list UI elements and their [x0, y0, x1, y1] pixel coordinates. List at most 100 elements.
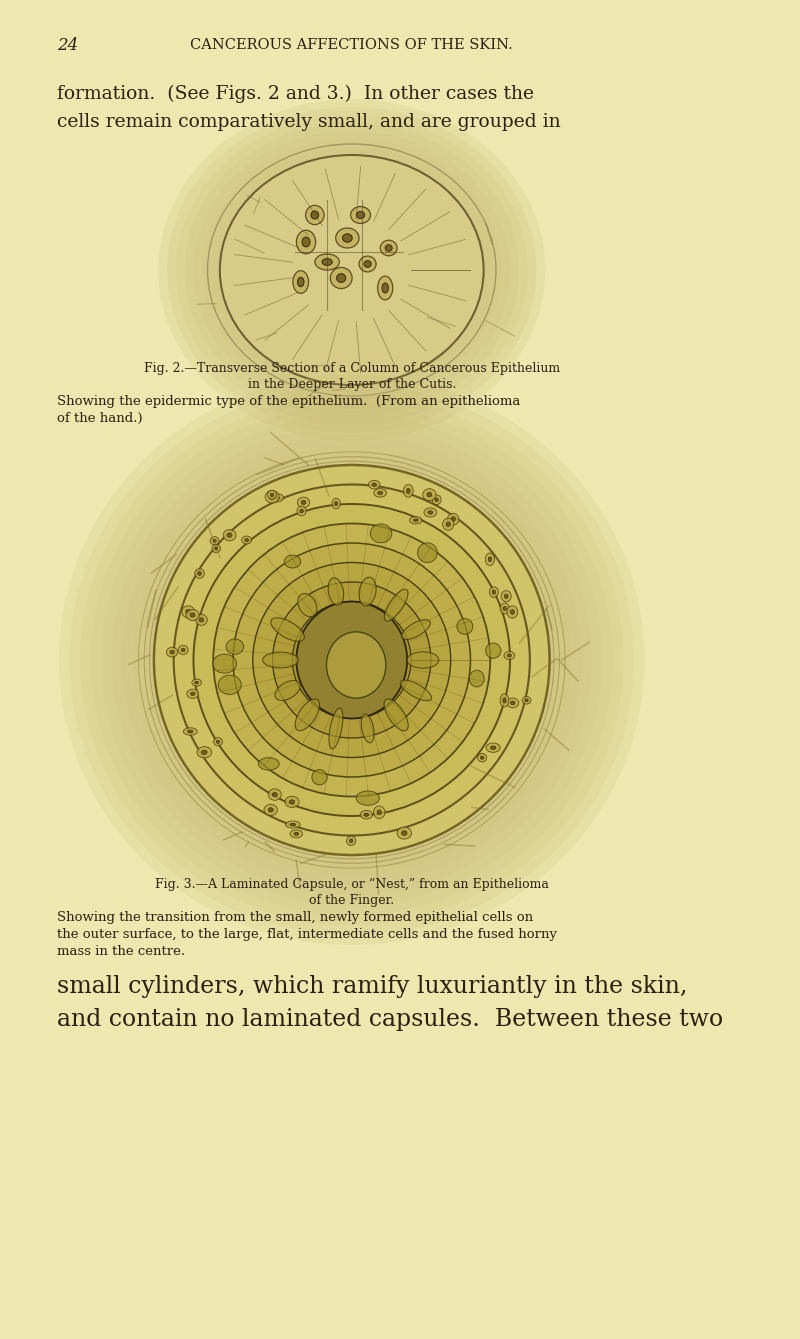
Ellipse shape	[478, 754, 486, 762]
Ellipse shape	[253, 562, 450, 758]
Ellipse shape	[428, 510, 433, 514]
Ellipse shape	[286, 821, 300, 828]
Ellipse shape	[336, 228, 359, 248]
Ellipse shape	[290, 830, 302, 838]
Ellipse shape	[306, 205, 324, 225]
Ellipse shape	[133, 445, 570, 874]
Ellipse shape	[490, 586, 498, 597]
Ellipse shape	[183, 728, 198, 735]
Ellipse shape	[370, 524, 392, 542]
Ellipse shape	[170, 651, 174, 653]
Ellipse shape	[385, 245, 392, 252]
Ellipse shape	[359, 577, 376, 607]
Ellipse shape	[442, 518, 454, 530]
Ellipse shape	[407, 652, 439, 668]
Ellipse shape	[424, 507, 437, 517]
Ellipse shape	[273, 582, 431, 738]
Ellipse shape	[59, 375, 645, 945]
Ellipse shape	[312, 770, 327, 785]
Ellipse shape	[268, 789, 282, 801]
Ellipse shape	[507, 653, 511, 657]
Ellipse shape	[174, 485, 530, 836]
Ellipse shape	[410, 517, 422, 524]
Ellipse shape	[90, 404, 613, 915]
Ellipse shape	[298, 277, 304, 287]
Ellipse shape	[397, 828, 411, 840]
Ellipse shape	[194, 503, 510, 815]
Ellipse shape	[186, 609, 190, 615]
Ellipse shape	[507, 605, 518, 619]
Ellipse shape	[406, 489, 410, 493]
Ellipse shape	[202, 139, 502, 400]
Ellipse shape	[427, 493, 432, 497]
Ellipse shape	[500, 694, 509, 707]
Ellipse shape	[342, 234, 352, 242]
Ellipse shape	[315, 254, 339, 270]
Text: in the Deeper Layer of the Cutis.: in the Deeper Layer of the Cutis.	[247, 378, 456, 391]
Ellipse shape	[285, 797, 299, 807]
Ellipse shape	[490, 746, 496, 750]
Ellipse shape	[328, 578, 344, 605]
Ellipse shape	[154, 465, 550, 856]
Ellipse shape	[182, 605, 194, 617]
Ellipse shape	[297, 506, 306, 516]
Ellipse shape	[504, 595, 508, 599]
Ellipse shape	[506, 698, 518, 708]
Ellipse shape	[214, 546, 218, 550]
Ellipse shape	[422, 489, 436, 501]
Ellipse shape	[267, 490, 277, 499]
Ellipse shape	[356, 791, 379, 805]
Ellipse shape	[213, 540, 216, 542]
Ellipse shape	[220, 155, 484, 386]
Text: Fig. 3.—A Laminated Capsule, or “Nest,” from an Epithelioma: Fig. 3.—A Laminated Capsule, or “Nest,” …	[155, 878, 549, 892]
Ellipse shape	[194, 131, 510, 408]
Ellipse shape	[296, 601, 407, 719]
Ellipse shape	[190, 692, 195, 695]
Ellipse shape	[329, 708, 343, 749]
Ellipse shape	[182, 648, 185, 652]
Text: mass in the centre.: mass in the centre.	[57, 945, 186, 957]
Ellipse shape	[275, 680, 300, 700]
Ellipse shape	[346, 836, 356, 845]
Text: Showing the epidermic type of the epithelium.  (From an epithelioma: Showing the epidermic type of the epithe…	[57, 395, 521, 408]
Ellipse shape	[402, 620, 430, 640]
Ellipse shape	[486, 643, 501, 659]
Ellipse shape	[233, 544, 470, 777]
Ellipse shape	[384, 699, 408, 731]
Ellipse shape	[262, 652, 298, 668]
Ellipse shape	[446, 522, 450, 526]
Ellipse shape	[218, 675, 242, 695]
Text: cells remain comparatively small, and are grouped in: cells remain comparatively small, and ar…	[57, 112, 561, 131]
Ellipse shape	[447, 513, 459, 525]
Text: small cylinders, which ramify luxuriantly in the skin,: small cylinders, which ramify luxuriantl…	[57, 975, 688, 998]
Ellipse shape	[271, 617, 304, 641]
Ellipse shape	[167, 107, 537, 432]
Ellipse shape	[414, 520, 418, 522]
Ellipse shape	[298, 497, 310, 507]
Ellipse shape	[374, 489, 386, 497]
Text: and contain no laminated capsules.  Between these two: and contain no laminated capsules. Betwe…	[57, 1008, 723, 1031]
Ellipse shape	[211, 147, 493, 394]
Ellipse shape	[223, 529, 236, 541]
Text: Fig. 2.—Transverse Section of a Column of Cancerous Epithelium: Fig. 2.—Transverse Section of a Column o…	[144, 362, 560, 375]
Ellipse shape	[311, 212, 318, 220]
Ellipse shape	[197, 747, 212, 758]
Ellipse shape	[295, 699, 319, 731]
Ellipse shape	[292, 601, 411, 719]
Ellipse shape	[274, 497, 279, 499]
Ellipse shape	[302, 237, 310, 246]
Ellipse shape	[178, 645, 188, 655]
Ellipse shape	[297, 230, 316, 254]
Text: CANCEROUS AFFECTIONS OF THE SKIN.: CANCEROUS AFFECTIONS OF THE SKIN.	[190, 37, 513, 52]
Ellipse shape	[187, 690, 198, 699]
Ellipse shape	[227, 533, 232, 537]
Text: the outer surface, to the large, flat, intermediate cells and the fused horny: the outer surface, to the large, flat, i…	[57, 928, 557, 941]
Ellipse shape	[360, 810, 373, 819]
Ellipse shape	[226, 639, 244, 655]
Ellipse shape	[272, 793, 278, 797]
Ellipse shape	[359, 256, 376, 272]
Ellipse shape	[80, 395, 623, 925]
Ellipse shape	[294, 833, 298, 836]
Ellipse shape	[486, 743, 500, 753]
Ellipse shape	[501, 590, 511, 603]
